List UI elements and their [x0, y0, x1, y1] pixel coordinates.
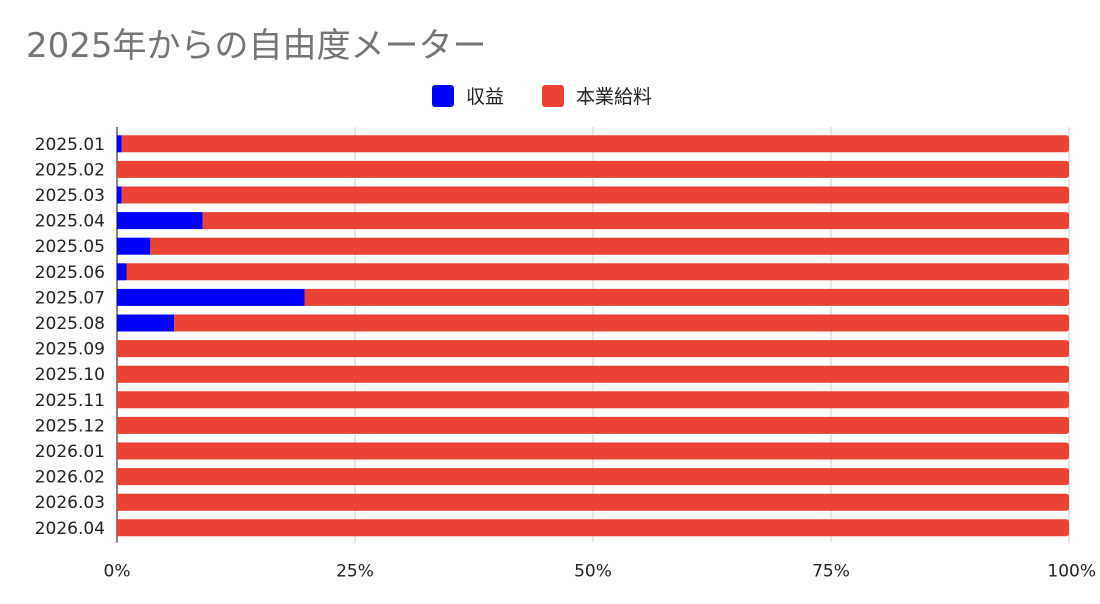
- y-tick-label: 2025.04: [35, 212, 105, 232]
- y-tick-label: 2025.08: [35, 314, 105, 334]
- bar-segment: [117, 135, 122, 153]
- legend: 収益 本業給料: [432, 85, 652, 108]
- x-tick-label: 75%: [812, 562, 850, 582]
- x-tick-label: 100%: [1047, 562, 1096, 582]
- bar-segment: [117, 186, 122, 204]
- bar-segment: [304, 288, 1069, 306]
- chart-title: 2025年からの自由度メーター: [26, 26, 487, 66]
- y-tick-label: 2025.06: [35, 263, 105, 283]
- legend-swatch: [542, 85, 564, 107]
- y-tick-label: 2025.09: [35, 340, 105, 360]
- y-tick-label: 2025.05: [35, 237, 105, 257]
- y-tick-label: 2025.07: [35, 288, 105, 308]
- bar-segment: [117, 212, 203, 230]
- bar-segment: [121, 186, 1069, 204]
- y-tick-label: 2025.11: [35, 391, 105, 411]
- bar-segment: [126, 263, 1069, 281]
- y-tick-label: 2026.04: [35, 519, 105, 539]
- legend-label: 収益: [466, 86, 504, 108]
- y-tick-label: 2025.01: [35, 135, 105, 155]
- bar-segment: [117, 519, 1069, 537]
- bar-segment: [202, 212, 1069, 230]
- x-tick-label: 25%: [336, 562, 374, 582]
- bar-segment: [117, 314, 175, 332]
- bars: [117, 135, 1069, 537]
- x-tick-label: 0%: [104, 562, 131, 582]
- bar-segment: [117, 160, 1069, 178]
- bar-segment: [117, 416, 1069, 434]
- bar-segment: [117, 391, 1069, 409]
- legend-swatch: [432, 85, 454, 107]
- y-tick-label: 2026.02: [35, 468, 105, 488]
- y-tick-label: 2026.03: [35, 493, 105, 513]
- y-tick-label: 2025.02: [35, 160, 105, 180]
- y-tick-label: 2025.10: [35, 365, 105, 385]
- x-axis-labels: 0% 25% 50% 75% 100%: [104, 562, 1096, 582]
- y-tick-label: 2025.12: [35, 416, 105, 436]
- y-tick-label: 2025.03: [35, 186, 105, 206]
- bar-segment: [117, 468, 1069, 486]
- bar-segment: [121, 135, 1069, 153]
- legend-label: 本業給料: [576, 86, 652, 108]
- y-tick-label: 2026.01: [35, 442, 105, 462]
- bar-segment: [174, 314, 1069, 332]
- bar-segment: [117, 237, 151, 255]
- bar-segment: [150, 237, 1069, 255]
- bar-segment: [117, 263, 127, 281]
- bar-segment: [117, 288, 305, 306]
- y-axis-labels: 2025.01 2025.02 2025.03 2025.04 2025.05 2025.…: [35, 135, 105, 539]
- bar-segment: [117, 365, 1069, 383]
- x-tick-label: 50%: [574, 562, 612, 582]
- bar-segment: [117, 340, 1069, 358]
- bar-segment: [117, 493, 1069, 511]
- bar-segment: [117, 442, 1069, 460]
